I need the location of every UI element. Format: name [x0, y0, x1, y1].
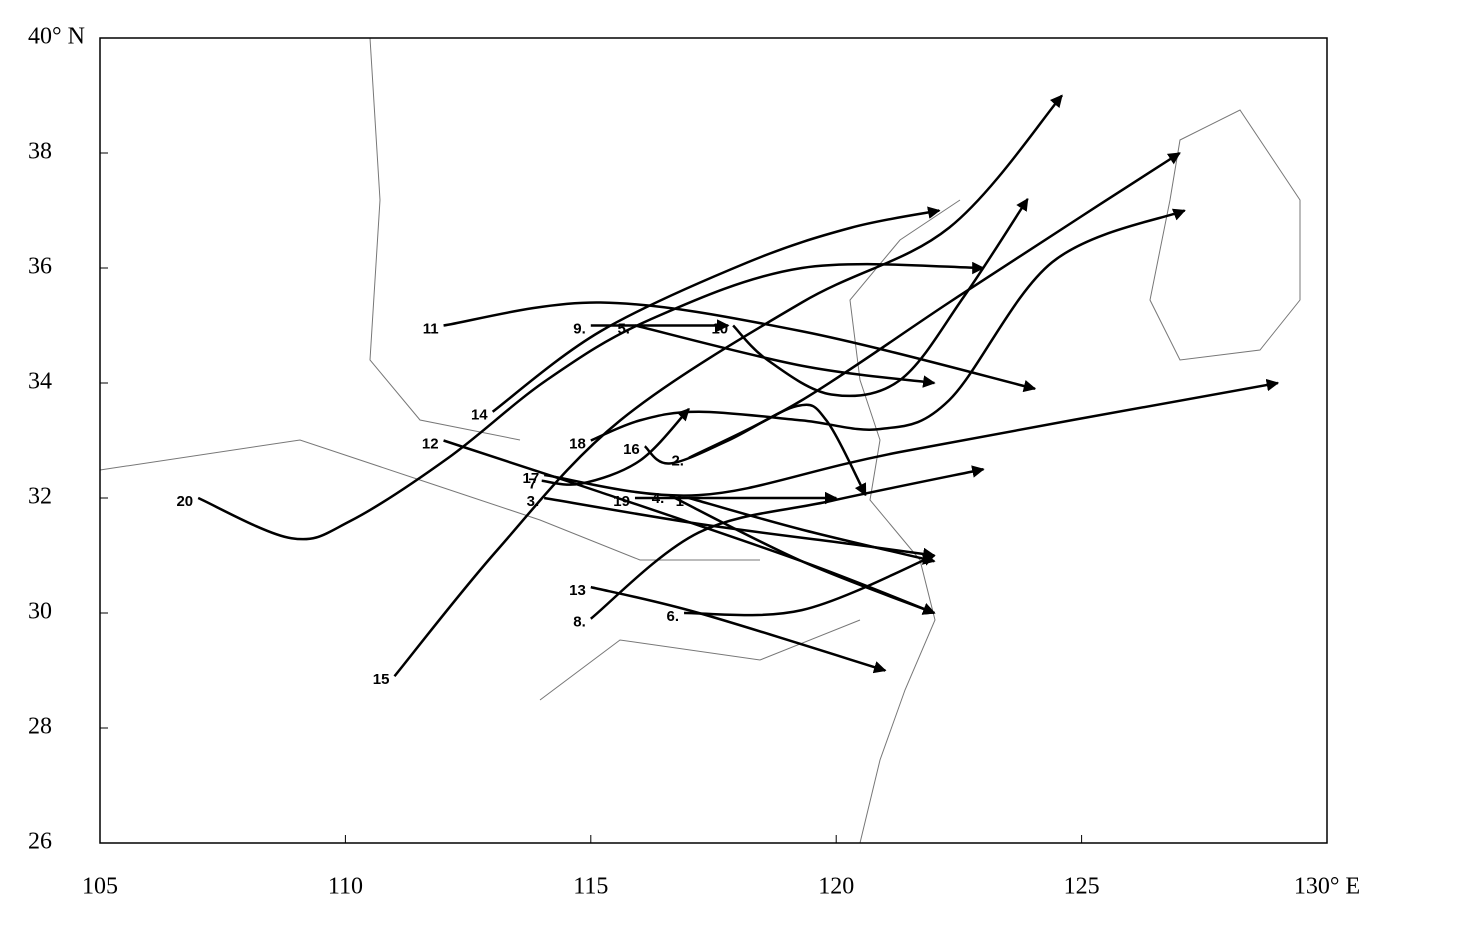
y-tick-label: 36: [28, 254, 52, 280]
trajectory: [668, 494, 936, 615]
trajectory-label: 9.: [573, 320, 586, 337]
y-tick-label: 38: [28, 139, 52, 165]
x-tick-label: 130° E: [1294, 874, 1360, 900]
basemap: [99, 37, 1301, 844]
trajectory: [684, 554, 936, 617]
x-tick-label: 120: [818, 874, 854, 900]
x-tick-label: 110: [328, 874, 363, 900]
trajectory: [590, 585, 887, 674]
coastline: [849, 199, 961, 844]
trajectory: [688, 151, 1181, 459]
trajectory: [443, 301, 1037, 393]
trajectory: [544, 378, 1280, 497]
trajectory: [197, 261, 985, 541]
trajectory-label: 17: [522, 470, 539, 487]
trajectory-label: 12: [422, 435, 439, 452]
trajectory-label: 6.: [667, 608, 680, 625]
trajectory: [491, 206, 941, 413]
trajectory-label: 20: [176, 493, 193, 510]
trajectory-label: 8.: [573, 614, 586, 631]
border: [369, 37, 521, 441]
coastline: [1149, 109, 1301, 361]
border: [99, 439, 760, 561]
trajectory: [590, 465, 985, 620]
y-tick-label: 30: [28, 599, 52, 625]
trajectory: [590, 208, 1186, 442]
y-tick-label: 26: [28, 829, 52, 855]
trajectory-label: 4.: [652, 490, 665, 507]
trajectory-label: 15: [373, 671, 390, 688]
x-tick-label: 105: [82, 874, 118, 900]
trajectory-label: 19: [613, 493, 630, 510]
trajectory: [393, 94, 1063, 678]
y-tick-label: 28: [28, 714, 52, 740]
trajectory: [543, 496, 936, 561]
trajectory-label: 5.: [617, 320, 630, 337]
trajectory-label: 7: [528, 476, 536, 493]
trajectory-label: 2.: [671, 453, 684, 470]
trajectory-label: 11: [423, 320, 439, 337]
trajectory-label: 16: [623, 441, 640, 458]
y-tick-label: 34: [28, 369, 52, 395]
trajectory: [643, 403, 867, 497]
trajectory: [634, 324, 936, 388]
trajectory-label: 13: [569, 582, 586, 599]
trajectory-label: 18: [569, 435, 586, 452]
trajectory: [541, 407, 690, 486]
frame: [99, 37, 1328, 844]
border: [539, 619, 861, 701]
trajectory: [688, 496, 936, 565]
y-tick-label: 40° N: [28, 24, 85, 50]
trajectory: [732, 197, 1029, 398]
x-tick-label: 125: [1064, 874, 1100, 900]
trajectory-label: 3.: [527, 493, 540, 510]
x-tick-label: 115: [573, 874, 608, 900]
trajectory-label: 10: [711, 320, 728, 337]
y-tick-label: 32: [28, 484, 52, 510]
trajectory-label: 14: [471, 407, 488, 424]
